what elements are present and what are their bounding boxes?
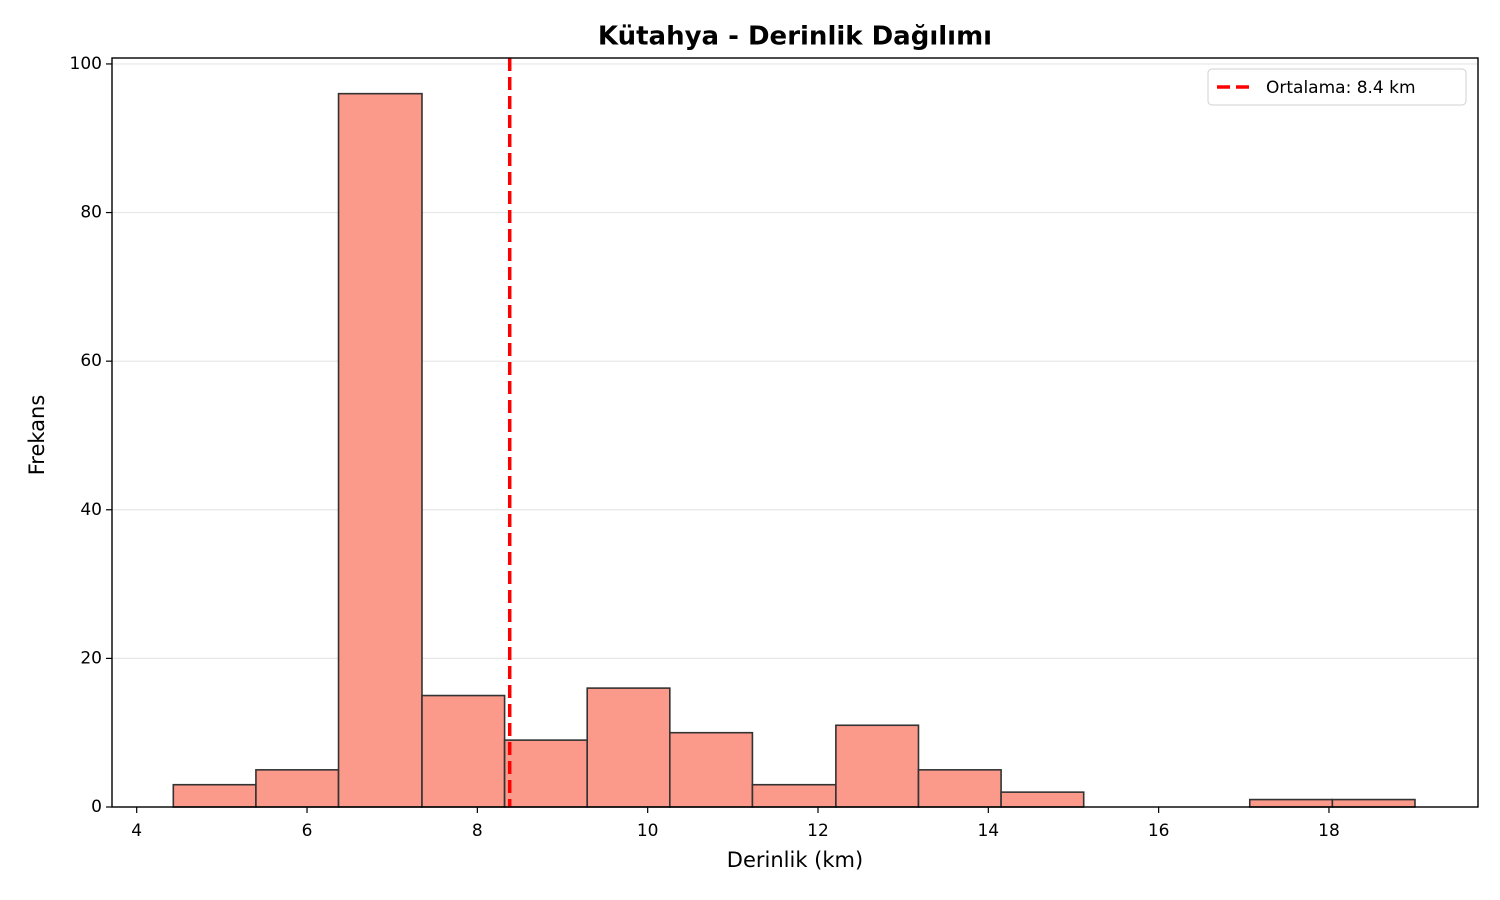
bar bbox=[669, 731, 754, 808]
bar bbox=[255, 769, 340, 808]
x-tick-label: 14 bbox=[977, 821, 999, 841]
bar bbox=[917, 769, 1002, 808]
legend-label: Ortalama: 8.4 km bbox=[1266, 78, 1416, 98]
bar bbox=[1000, 791, 1085, 808]
y-tick-label: 60 bbox=[80, 351, 102, 371]
x-axis-label: Derinlik (km) bbox=[727, 848, 863, 872]
legend-box bbox=[1207, 68, 1467, 106]
bar bbox=[1331, 798, 1416, 808]
bar bbox=[172, 783, 257, 808]
y-tick-label: 20 bbox=[80, 648, 102, 668]
x-tick-label: 8 bbox=[472, 821, 483, 841]
bar bbox=[751, 783, 837, 808]
x-tick-label: 18 bbox=[1318, 821, 1340, 841]
y-axis-label: Frekans bbox=[25, 395, 49, 476]
bar bbox=[421, 694, 506, 808]
x-tick-label: 10 bbox=[637, 821, 659, 841]
x-tick-label: 4 bbox=[131, 821, 142, 841]
plot-frame bbox=[111, 57, 1479, 808]
bar bbox=[503, 739, 589, 808]
bar bbox=[586, 687, 671, 808]
y-tick-label: 0 bbox=[91, 797, 102, 817]
y-tick-label: 40 bbox=[80, 500, 102, 520]
y-tick-label: 100 bbox=[70, 54, 102, 74]
x-tick-label: 12 bbox=[807, 821, 829, 841]
bar bbox=[835, 724, 920, 808]
bar bbox=[337, 92, 423, 808]
chart-title: Kütahya - Derinlik Dağılımı bbox=[598, 22, 992, 52]
y-tick-label: 80 bbox=[80, 203, 102, 223]
x-tick-label: 6 bbox=[302, 821, 313, 841]
bar bbox=[1248, 798, 1334, 808]
x-tick-label: 16 bbox=[1148, 821, 1170, 841]
